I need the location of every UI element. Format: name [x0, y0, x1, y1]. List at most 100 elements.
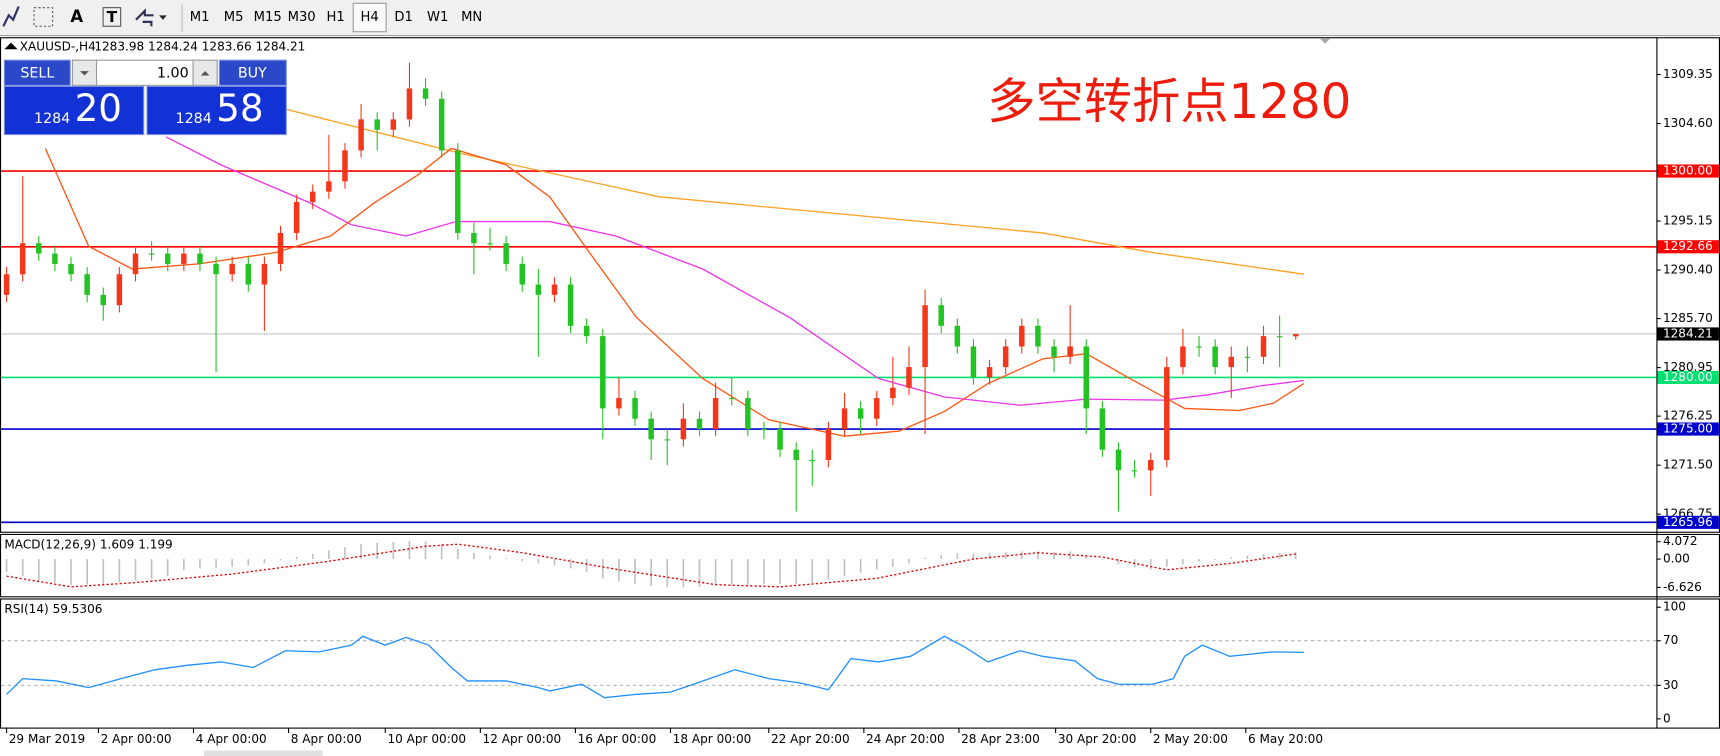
candle-body [455, 150, 461, 233]
timeframe-button[interactable]: H1 [327, 10, 345, 25]
candle-body [664, 439, 671, 441]
candle-body [712, 398, 719, 430]
sell-label[interactable]: SELL [20, 65, 54, 81]
lot-field[interactable] [95, 59, 194, 86]
buy-price-pips[interactable]: 58 [216, 86, 263, 130]
candle-body [1212, 346, 1218, 368]
text-tool[interactable]: A [70, 7, 83, 26]
plot-layer: 1309.35 1304.60 1295.15 1290.40 1285.70 1280.… [1, 62, 1719, 746]
x-tick-label: 2 May 20:00 [1153, 732, 1228, 746]
x-tick-label: 24 Apr 20:00 [866, 732, 945, 746]
candle-body [213, 263, 219, 275]
candle-body [358, 119, 364, 151]
pane-title: RSI(14) 59.5306 [4, 602, 102, 616]
x-tick-label: 10 Apr 00:00 [387, 732, 466, 746]
candle-body [1260, 336, 1267, 357]
y-tick-label: 0 [1663, 711, 1671, 725]
buy-label[interactable]: BUY [238, 65, 267, 81]
y-tick-label: 70 [1663, 633, 1678, 647]
candle-body [519, 263, 525, 285]
candle-body [906, 367, 912, 388]
timeframe-button[interactable]: M1 [190, 10, 210, 25]
x-tick-label: 22 Apr 20:00 [771, 732, 850, 746]
x-tick-label: 2 Apr 00:00 [101, 732, 172, 746]
candle-body [1196, 346, 1202, 348]
sell-price-big[interactable]: 1284 [34, 111, 70, 127]
y-tick-label: 0.00 [1663, 552, 1690, 566]
annotation: 多空转折点1280 [987, 74, 1351, 130]
rsi-pane [0, 598, 1720, 729]
shift-marker [1319, 38, 1331, 44]
candle-body [261, 263, 268, 285]
y-tick-label: 4.072 [1663, 534, 1698, 548]
level-label-bg [1657, 515, 1719, 529]
chart-icon[interactable] [2, 6, 20, 27]
candle-body [326, 181, 332, 192]
candle-body [68, 263, 74, 275]
candle-body [938, 305, 944, 326]
candle-body [229, 263, 235, 275]
candle-body [632, 398, 638, 419]
candle-body [36, 243, 42, 254]
lot-value[interactable]: 1.00 [157, 65, 189, 81]
candle-body [1002, 346, 1009, 368]
timeframe-button[interactable]: W1 [427, 10, 448, 25]
candle-body [535, 284, 542, 295]
candle-body [616, 398, 622, 409]
dropdown-arrow[interactable] [159, 15, 167, 20]
timeframe-selected [352, 2, 387, 33]
sell-button[interactable] [3, 59, 71, 86]
candle-body [793, 449, 799, 460]
y-tick-label: 1309.35 [1663, 67, 1713, 81]
pane-title: MACD(12,26,9) 1.609 1.199 [4, 537, 172, 551]
x-tick-label: 8 Apr 00:00 [291, 732, 362, 746]
candle-body [1180, 346, 1186, 368]
buy-price-big[interactable]: 1284 [176, 111, 212, 127]
candle-body [777, 429, 783, 450]
y-tick-label: 1295.15 [1663, 214, 1713, 228]
timeframe-button[interactable]: M5 [224, 10, 244, 25]
price-pane [0, 37, 1720, 533]
buy-button[interactable] [218, 59, 287, 86]
timeframe-button[interactable]: H4 [361, 10, 379, 25]
timeframe-button[interactable]: M30 [288, 10, 316, 25]
candle-body [1164, 367, 1170, 460]
candle-body [293, 201, 300, 233]
candle-body [503, 243, 509, 264]
label-tool[interactable]: T [107, 8, 118, 26]
lot-up-arrow [200, 71, 210, 76]
level-label: 1284.21 [1663, 326, 1713, 340]
lot-up[interactable] [192, 59, 218, 86]
sell-price-pips[interactable]: 20 [75, 86, 122, 130]
candle-body [148, 253, 155, 255]
candle-body [874, 398, 880, 419]
timeframe-button[interactable]: MN [461, 10, 482, 25]
candle-body [310, 191, 316, 202]
candle-body [164, 253, 171, 264]
timeframe-button[interactable]: M15 [254, 10, 282, 25]
candle-body [277, 232, 284, 264]
candle-body [132, 253, 139, 275]
candle-body [583, 325, 590, 337]
candle-body [100, 294, 107, 306]
quote: 1283.98 1284.24 1283.66 1284.21 [94, 40, 305, 54]
level-label: 1265.96 [1663, 515, 1713, 529]
grid-icon[interactable] [33, 7, 54, 27]
level-label: 1275.00 [1663, 422, 1713, 436]
candle-body [422, 88, 429, 99]
candle-body [1083, 346, 1089, 409]
x-tick-label: 4 Apr 00:00 [196, 732, 267, 746]
tab-strip [204, 750, 323, 756]
candle-body [245, 263, 252, 285]
moving-average [165, 136, 1304, 406]
candle-body [1292, 333, 1299, 337]
timeframe-button[interactable]: D1 [394, 10, 412, 25]
arrows-icon[interactable] [135, 8, 154, 27]
y-tick-label: 1290.40 [1663, 263, 1713, 277]
candle-body [954, 325, 961, 347]
candle-body [1115, 449, 1122, 471]
sell-price-box[interactable] [3, 85, 145, 136]
candle-body [3, 274, 10, 295]
buy-price-box[interactable] [146, 85, 287, 136]
